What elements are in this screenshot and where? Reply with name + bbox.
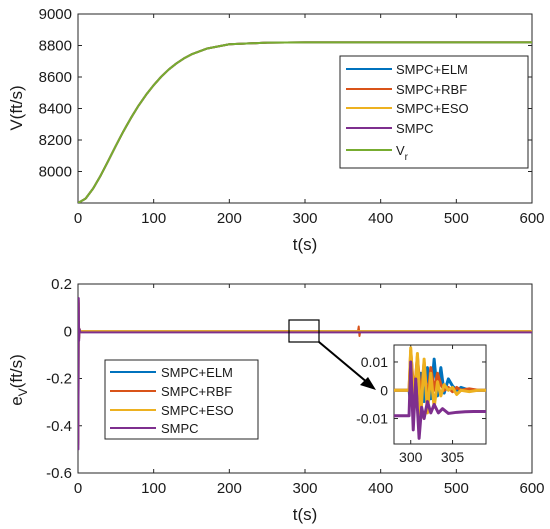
top-y-tick-label: 8400 <box>39 101 72 118</box>
bottom-y-tick-label: -0.4 <box>46 418 72 435</box>
bottom-legend-box <box>104 359 259 440</box>
bottom-x-tick-label: 600 <box>519 480 544 497</box>
zoom-arrow-line <box>318 341 369 384</box>
top-legend-label-smpc-eso: SMPC+ESO <box>396 101 469 116</box>
bottom-x-tick-label: 300 <box>292 480 317 497</box>
bottom-series-smpc <box>78 297 532 451</box>
top-x-tick-label: 300 <box>292 210 317 227</box>
top-y-tick-label: 8200 <box>39 132 72 149</box>
bottom-x-tick-label: 200 <box>217 480 242 497</box>
inset-y-tick-label: 0.01 <box>361 354 388 370</box>
inset-x-tick-label: 305 <box>441 449 465 465</box>
bottom-x-tick-label: 0 <box>74 480 82 497</box>
top-legend: SMPC+ELM SMPC+RBF SMPC+ESO SMPC Vr <box>339 55 529 169</box>
inset-series-smpc <box>394 360 486 440</box>
bottom-legend-label-smpc-rbf: SMPC+RBF <box>161 384 232 399</box>
top-y-ticks: 8000 8200 8400 8600 8800 9000 <box>39 6 532 181</box>
bottom-x-tick-label: 500 <box>444 480 469 497</box>
top-legend-label-smpc: SMPC <box>396 121 434 136</box>
bottom-y-tick-label: 0 <box>64 323 72 340</box>
top-x-axis-label: t(s) <box>293 235 318 254</box>
bottom-y-ticks: -0.6 -0.4 -0.2 0 0.2 <box>46 276 532 482</box>
inset-x-tick-label: 300 <box>399 449 423 465</box>
top-y-tick-label: 9000 <box>39 6 72 23</box>
top-x-tick-label: 0 <box>74 210 82 227</box>
bottom-y-tick-label: -0.2 <box>46 371 72 388</box>
top-y-tick-label: 8600 <box>39 69 72 86</box>
bottom-legend-label-smpc-eso: SMPC+ESO <box>161 403 234 418</box>
bottom-y-tick-label: -0.6 <box>46 465 72 482</box>
top-x-tick-label: 500 <box>444 210 469 227</box>
bottom-x-tick-label: 400 <box>368 480 393 497</box>
top-x-ticks: 0 100 200 300 400 500 600 <box>74 14 545 227</box>
zoom-region-marker <box>288 319 320 343</box>
bottom-legend: SMPC+ELM SMPC+RBF SMPC+ESO SMPC <box>104 359 259 440</box>
inset-y-tick-label: 0 <box>380 382 388 398</box>
bottom-x-tick-label: 100 <box>141 480 166 497</box>
top-y-tick-label: 8800 <box>39 38 72 55</box>
inset-series <box>394 346 486 440</box>
top-legend-label-smpc-rbf: SMPC+RBF <box>396 82 467 97</box>
bottom-y-axis-label: eV(ft/s) <box>7 354 30 405</box>
inset-x-ticks: 300 305 <box>399 345 464 465</box>
inset-chart: 300 305 0.01 0 -0.01 <box>356 344 487 465</box>
bottom-x-axis-label: t(s) <box>293 505 318 524</box>
bottom-x-ticks: 0 100 200 300 400 500 600 <box>74 284 545 497</box>
top-series <box>78 41 532 203</box>
top-x-tick-label: 200 <box>217 210 242 227</box>
bottom-chart: 0 100 200 300 400 500 600 -0.6 -0.4 -0.2 0 0.2 t(s… <box>7 276 545 524</box>
top-x-tick-label: 600 <box>519 210 544 227</box>
top-legend-label-smpc-elm: SMPC+ELM <box>396 62 468 77</box>
top-x-tick-label: 400 <box>368 210 393 227</box>
top-y-axis-label: V(ft/s) <box>7 85 26 130</box>
top-y-tick-label: 8000 <box>39 164 72 181</box>
top-x-tick-label: 100 <box>141 210 166 227</box>
top-series-v-r <box>78 41 532 203</box>
bottom-y-tick-label: 0.2 <box>51 276 72 293</box>
bottom-legend-label-smpc: SMPC <box>161 421 199 436</box>
bottom-series <box>78 297 532 451</box>
bottom-legend-label-smpc-elm: SMPC+ELM <box>161 365 233 380</box>
top-chart: 0 100 200 300 400 500 600 8000 8200 8400 8600 8800… <box>7 6 545 254</box>
zoom-arrow-head <box>360 377 376 390</box>
inset-y-tick-label: -0.01 <box>356 411 388 427</box>
